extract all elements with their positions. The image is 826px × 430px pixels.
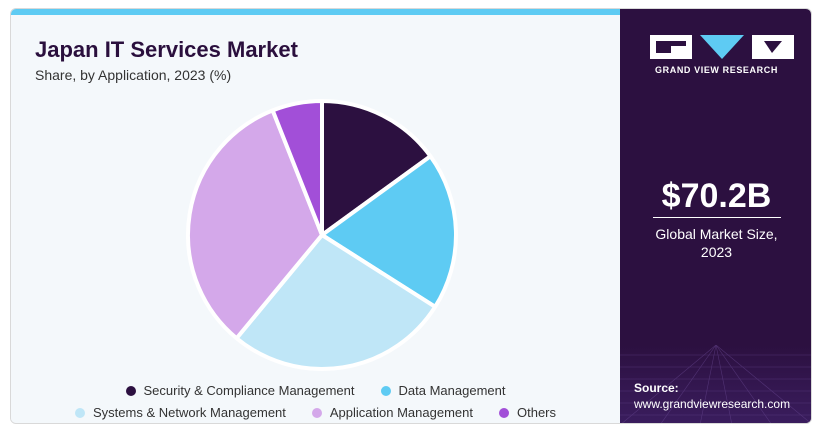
accent-bar [11, 9, 620, 15]
legend-swatch-application [311, 407, 322, 418]
chart-subtitle: Share, by Application, 2023 (%) [35, 67, 232, 83]
source-title: Source: [634, 381, 679, 395]
grand-view-research-logo [650, 35, 794, 59]
divider [653, 217, 781, 218]
legend-swatch-data [380, 385, 391, 396]
pie-slice-security-compliance-management [320, 99, 433, 237]
legend-label-systems: Systems & Network Management [92, 405, 286, 420]
source-background [620, 345, 811, 423]
legend-row-2: Systems & Network Management Application… [11, 405, 620, 420]
market-label-line-1: Global Market Size, [655, 226, 778, 242]
pie-slice-others [270, 99, 324, 237]
legend-item-security: Security & Compliance Management [125, 383, 355, 398]
pie-slice-systems-network-management [234, 233, 438, 371]
legend-item-application: Application Management [311, 405, 473, 420]
legend-item-systems: Systems & Network Management [74, 405, 286, 420]
legend-label-security: Security & Compliance Management [143, 383, 355, 398]
summary-panel: GRAND VIEW RESEARCH $70.2B Global Market… [620, 9, 811, 423]
decorative-grid [620, 345, 811, 423]
brand-name: GRAND VIEW RESEARCH [655, 65, 778, 75]
legend-swatch-security [125, 385, 136, 396]
pie-slice-data-management [320, 154, 458, 309]
market-label-line-2: 2023 [700, 244, 733, 260]
market-size-label: Global Market Size, 2023 [620, 225, 811, 261]
chart-title: Japan IT Services Market [35, 37, 298, 62]
pie-slice-application-management [186, 108, 324, 341]
legend-label-data: Data Management [398, 383, 506, 398]
legend-item-others: Others [498, 405, 556, 420]
chart-panel: Japan IT Services Market Share, by Appli… [11, 15, 620, 423]
market-size-value: $70.2B [661, 177, 772, 215]
source-url[interactable]: www.grandviewresearch.com [634, 397, 791, 411]
legend-swatch-others [498, 407, 509, 418]
legend-swatch-systems [74, 407, 85, 418]
legend-item-data: Data Management [380, 383, 506, 398]
legend-label-others: Others [516, 405, 556, 420]
infographic-card: Japan IT Services Market Share, by Appli… [10, 8, 812, 424]
pie-chart [186, 99, 458, 371]
legend-label-application: Application Management [329, 405, 473, 420]
legend-row-1: Security & Compliance Management Data Ma… [11, 383, 620, 398]
